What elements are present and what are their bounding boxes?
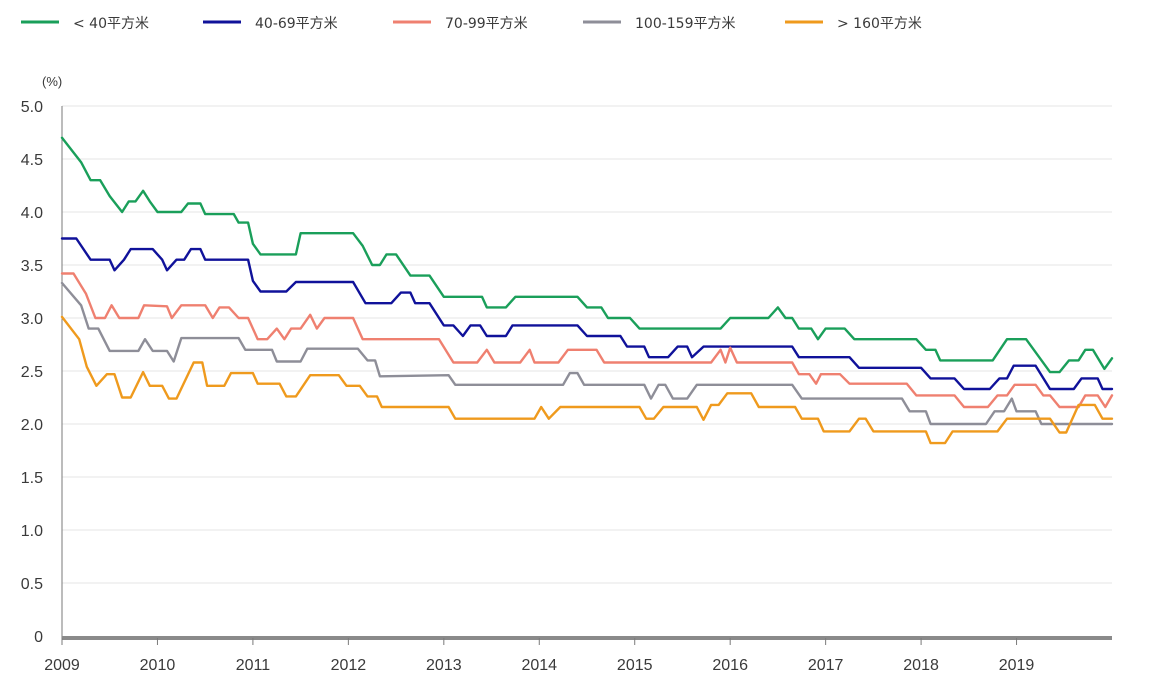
series-line-2	[60, 237, 1114, 391]
x-tick-label: 2009	[44, 657, 80, 674]
x-tick-label: 2012	[331, 657, 367, 674]
legend-label: < 40平方米	[73, 16, 149, 32]
legend-label: 40-69平方米	[255, 16, 338, 32]
x-tick-label: 2018	[903, 657, 939, 674]
y-axis-unit-label: (%)	[42, 74, 62, 89]
legend-item-4: 100-159平方米	[583, 16, 736, 32]
legend-item-3: 70-99平方米	[393, 16, 528, 32]
legend-label: > 160平方米	[837, 16, 922, 32]
chart-legend: < 40平方米 40-69平方米 70-99平方米 100-159平方米 > 160平方…	[21, 16, 922, 32]
legend-label: 70-99平方米	[445, 16, 528, 32]
y-tick-label: 4.5	[21, 152, 43, 169]
y-tick-label: 0	[34, 629, 43, 646]
x-tick-label: 2017	[808, 657, 844, 674]
x-tick-label: 2011	[236, 657, 271, 674]
legend-label: 100-159平方米	[635, 16, 736, 32]
y-axis-ticks: 0 0.5 1.0 1.5 2.0 2.5 3.0 3.5 4.0 4.5 5.0	[21, 99, 43, 646]
x-tick-label: 2015	[617, 657, 653, 674]
series-line-3	[60, 272, 1114, 409]
y-tick-label: 3.5	[21, 258, 43, 275]
x-axis: 2009 2010 2011 2012 2013 2014 2015 2016 2017 2018…	[44, 106, 1112, 674]
legend-item-2: 40-69平方米	[203, 16, 338, 32]
y-tick-label: 2.0	[21, 417, 43, 434]
y-tick-label: 0.5	[21, 576, 43, 593]
x-tick-label: 2013	[426, 657, 462, 674]
y-tick-label: 4.0	[21, 205, 43, 222]
y-tick-label: 3.0	[21, 311, 43, 328]
x-tick-label: 2014	[521, 657, 557, 674]
series-lines	[60, 136, 1114, 445]
series-line-1	[60, 136, 1114, 374]
gridlines	[62, 105, 1112, 584]
y-tick-label: 5.0	[21, 99, 43, 116]
x-tick-label: 2016	[712, 657, 748, 674]
legend-item-1: < 40平方米	[21, 16, 149, 32]
x-tick-label: 2010	[140, 657, 176, 674]
y-tick-label: 1.5	[21, 470, 43, 487]
x-tick-label: 2019	[999, 657, 1035, 674]
y-tick-label: 1.0	[21, 523, 43, 540]
series-line-5	[60, 315, 1114, 445]
y-tick-label: 2.5	[21, 364, 43, 381]
legend-item-5: > 160平方米	[785, 16, 922, 32]
series-line-4	[60, 281, 1114, 426]
